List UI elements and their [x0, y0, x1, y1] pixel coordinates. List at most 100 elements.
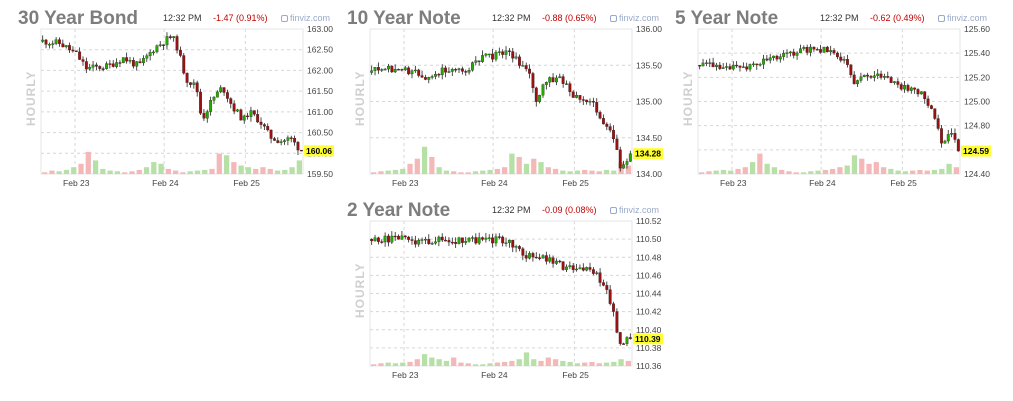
volume-bar [771, 167, 778, 174]
candle-body [846, 59, 849, 65]
candle-body [501, 51, 505, 55]
candle-body [450, 69, 454, 72]
candle-body [98, 66, 102, 69]
chart-title: 10 Year Note [347, 8, 461, 29]
volume-bar [713, 170, 719, 174]
volume-bar [603, 169, 610, 174]
candle-body [615, 138, 619, 150]
volume-bar [939, 168, 945, 174]
volume-bar [706, 171, 712, 174]
chart-svg: 136.00 135.50 135.00 134.50 134.00 Feb 23 Feb … [369, 24, 663, 188]
candle-body [464, 241, 468, 243]
candle-body [84, 61, 88, 70]
volume-bar [611, 170, 617, 174]
plot-frame [369, 220, 633, 367]
candle-body [748, 64, 752, 70]
candle-body [413, 69, 417, 72]
candle-body [822, 46, 826, 53]
volume-bar [910, 170, 916, 174]
volume-bar [472, 364, 479, 366]
candle-body [762, 58, 765, 65]
candle-body [497, 236, 501, 238]
candle-body [460, 68, 464, 72]
volume-bar [538, 162, 544, 174]
volume-bar [173, 170, 179, 174]
source-credit: finviz.com [281, 13, 330, 23]
candle-body [725, 66, 728, 68]
volume-bar [552, 168, 559, 174]
chart-title: 2 Year Note [347, 200, 451, 221]
candle-body [81, 59, 85, 62]
volume-bar [267, 168, 273, 174]
volume-bar [720, 169, 727, 174]
candle-body [299, 149, 303, 152]
candle-body [578, 95, 582, 100]
candle-body [457, 68, 461, 70]
candle-body [491, 53, 495, 60]
volume-bar [165, 168, 171, 174]
y-tick-label: 110.42 [636, 307, 662, 317]
candle-body [608, 126, 612, 131]
candle-body [423, 238, 427, 241]
candle-body [108, 63, 112, 65]
chart-panel: 2 Year Note 12:32 PM -0.09 (0.08%) finviz.c… [347, 200, 677, 385]
candle-body [497, 51, 501, 53]
candle-body [819, 49, 823, 53]
volume-bar [545, 357, 551, 366]
candle-body [571, 91, 575, 98]
candle-body [531, 253, 535, 258]
volume-bar [443, 170, 450, 174]
candle-body [886, 76, 890, 78]
candle-body [454, 69, 458, 71]
volume-bar [567, 171, 573, 174]
y-tick-label: 110.36 [636, 361, 662, 371]
y-tick-label: 135.50 [636, 60, 662, 70]
x-tick-label: Feb 25 [890, 178, 917, 188]
candle-body [946, 134, 950, 142]
candle-body [909, 87, 913, 91]
candle-body [618, 332, 622, 344]
candle-body [158, 44, 162, 46]
y-tick-label: 110.44 [636, 289, 662, 299]
candle-body [521, 65, 525, 67]
candle-body [591, 269, 595, 274]
candle-body [474, 237, 478, 244]
x-tick-label: Feb 24 [809, 178, 836, 188]
candle-body [407, 67, 411, 75]
candle-body [427, 238, 431, 244]
volume-bar [749, 162, 756, 174]
candle-body [380, 241, 384, 243]
candle-body [387, 65, 390, 70]
volume-bar [502, 167, 508, 174]
candle-body [142, 58, 145, 64]
y-tick-label: 125.60 [964, 24, 990, 34]
candle-body [575, 95, 579, 98]
volume-bar [793, 172, 799, 174]
volume-bar [895, 170, 901, 174]
chart-time: 12:32 PM [820, 13, 859, 23]
candle-body [701, 62, 705, 67]
volume-bar [436, 359, 442, 366]
candle-body [467, 237, 471, 242]
candle-body [625, 161, 629, 165]
candle-body [400, 235, 404, 240]
volume-bar [421, 354, 428, 366]
candle-body [494, 236, 498, 244]
candle-body [259, 121, 263, 125]
last-price-highlight [304, 145, 334, 157]
candle-body [591, 101, 595, 103]
volume-bar [603, 362, 610, 366]
candle-body [906, 85, 910, 91]
source-label: finviz.com [619, 13, 660, 23]
volume-bar [114, 171, 121, 174]
candle-body [437, 236, 441, 242]
candle-body [145, 55, 149, 59]
x-tick-label: Feb 23 [720, 178, 747, 188]
candle-body [252, 110, 256, 115]
volume-bar [400, 168, 406, 174]
candle-body [785, 52, 789, 54]
candle-body [111, 63, 115, 67]
chart-change: -0.62 (0.49%) [870, 13, 925, 23]
candle-body [440, 236, 444, 241]
candle-body [802, 47, 806, 49]
